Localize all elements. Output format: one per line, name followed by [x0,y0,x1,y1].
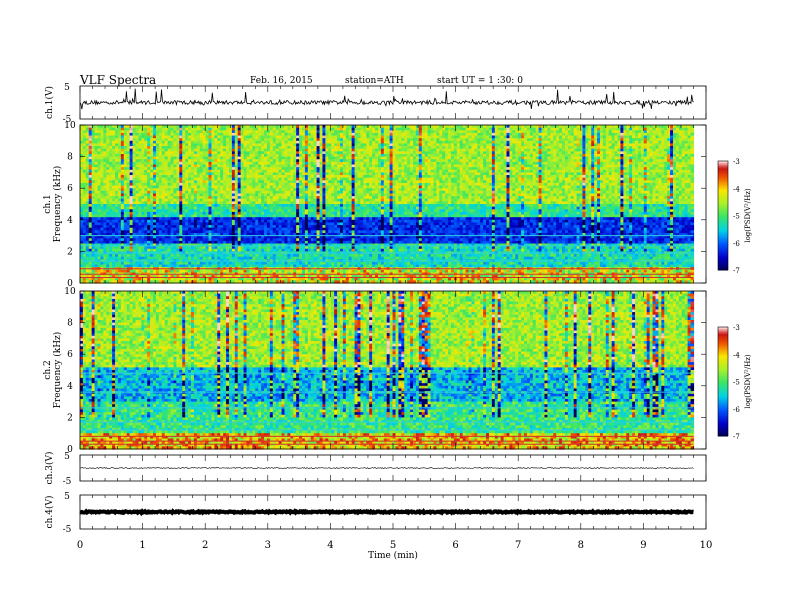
waveform-panel-0 [80,89,694,110]
spectrogram-ch1 [80,125,694,284]
waveform-trace [80,89,694,110]
